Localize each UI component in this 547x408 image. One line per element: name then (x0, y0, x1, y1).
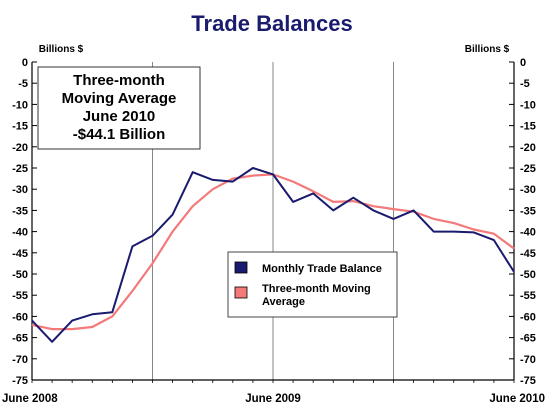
annotation-line-3: June 2010 (83, 108, 156, 125)
right-y-tick-label: -50 (520, 269, 536, 281)
annotation-line-1: Three-month (73, 72, 165, 89)
x-tick-label: June 2009 (245, 393, 301, 405)
left-y-tick-label: -60 (12, 311, 28, 323)
left-y-tick-label: -70 (12, 354, 28, 366)
left-y-tick-label: -20 (12, 142, 28, 154)
left-y-tick-label: -50 (12, 269, 28, 281)
series-line-monthly-trade-balance (31, 167, 515, 343)
right-y-tick-label: -35 (520, 205, 536, 217)
annotation-frame (37, 66, 201, 150)
right-y-tick-label: -20 (520, 142, 536, 154)
legend-label-monthly: Monthly Trade Balance (262, 263, 382, 275)
chart-title: Trade Balances (191, 11, 352, 36)
left-y-tick-label: -25 (12, 163, 28, 175)
right-y-tick-label: 0 (520, 57, 526, 69)
right-y-tick-label: -5 (520, 78, 530, 90)
left-y-tick-label: -35 (12, 205, 28, 217)
annotation-line-2: Moving Average (62, 90, 177, 107)
left-y-tick-label: -5 (18, 78, 28, 90)
legend-frame (227, 251, 398, 318)
right-axis-unit-label: Billions $ (465, 44, 510, 55)
right-y-tick-label: -25 (520, 163, 536, 175)
left-y-tick-label: -65 (12, 333, 28, 345)
left-y-tick-label: -40 (12, 227, 28, 239)
legend: Monthly Trade Balance Three-month Moving… (227, 251, 398, 318)
annotation-box: Three-month Moving Average June 2010 -$4… (37, 66, 201, 150)
x-tick-label: June 2010 (489, 393, 545, 405)
annotation-line-4: -$44.1 Billion (73, 126, 166, 143)
left-y-tick-label: -15 (12, 121, 28, 133)
legend-swatch-moving-average (234, 286, 248, 299)
legend-label-moving-average-line-2: Average (262, 296, 305, 308)
right-y-tick-label: -65 (520, 333, 536, 345)
right-y-tick-label: -55 (520, 290, 536, 302)
right-y-tick-label: -60 (520, 311, 536, 323)
right-y-tick-labels: 0 -5 -10 -15 -20 -25 -30 -35 -40 -45 -50 -55 -60 -65 -… (520, 57, 536, 387)
left-y-tick-label: -55 (12, 290, 28, 302)
axes (31, 61, 515, 383)
legend-label-moving-average-line-1: Three-month Moving (262, 283, 371, 295)
x-tick-labels: June 2008 June 2009 June 2010 (2, 393, 545, 405)
right-y-tick-label: -40 (520, 227, 536, 239)
left-y-tick-label: -75 (12, 375, 28, 387)
left-y-tick-label: -30 (12, 184, 28, 196)
x-tick-label: June 2008 (2, 393, 58, 405)
right-y-tick-label: -30 (520, 184, 536, 196)
right-y-tick-label: -45 (520, 248, 536, 260)
right-y-tick-label: -10 (520, 99, 536, 111)
left-y-tick-label: -10 (12, 99, 28, 111)
left-y-tick-labels: 0 -5 -10 -15 -20 -25 -30 -35 -40 -45 -50 -55 -60 -65 -… (12, 57, 28, 387)
right-y-tick-label: -70 (520, 354, 536, 366)
left-y-tick-label: 0 (22, 57, 28, 69)
legend-swatch-monthly (234, 261, 248, 274)
left-y-tick-label: -45 (12, 248, 28, 260)
right-y-tick-label: -75 (520, 375, 536, 387)
series-lines (31, 167, 515, 343)
right-y-tick-label: -15 (520, 121, 536, 133)
left-axis-unit-label: Billions $ (39, 44, 84, 55)
